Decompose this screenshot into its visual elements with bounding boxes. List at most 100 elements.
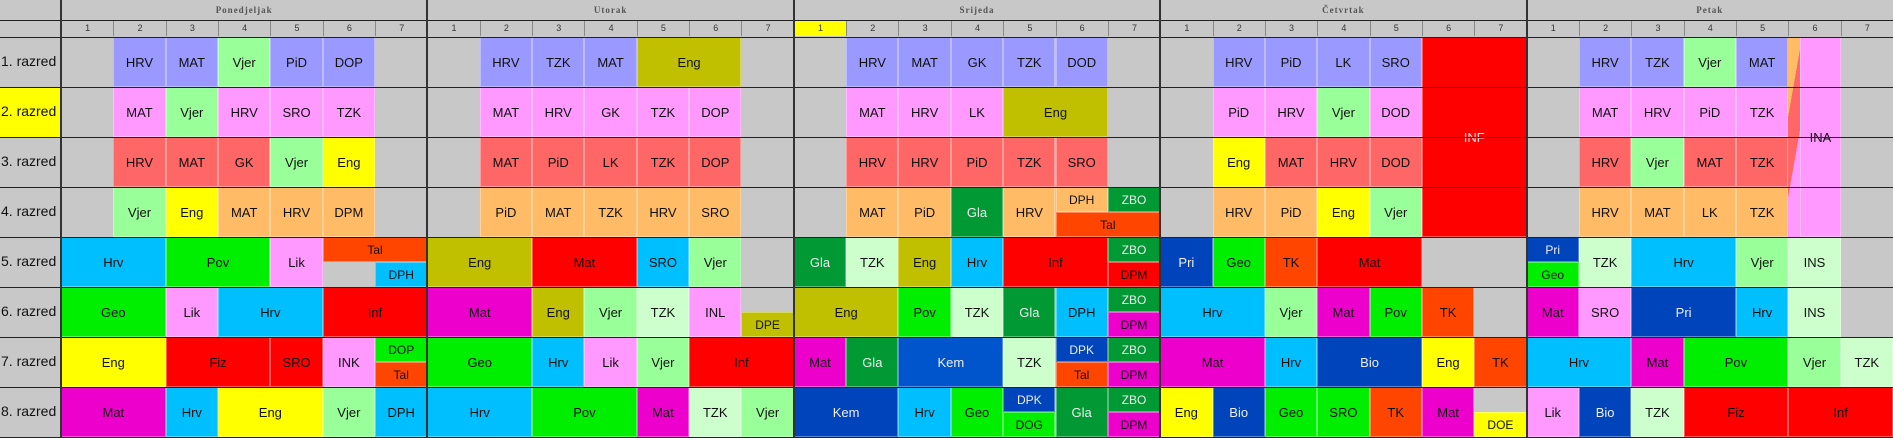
lesson-cell[interactable]: Tal bbox=[322, 237, 428, 262]
lesson-cell[interactable]: Fiz bbox=[1683, 387, 1789, 437]
lesson-cell[interactable]: TZK bbox=[846, 237, 899, 287]
lesson-cell[interactable]: TZK bbox=[1003, 137, 1056, 187]
lesson-cell[interactable]: MAT bbox=[846, 187, 899, 237]
lesson-cell[interactable]: LK bbox=[950, 87, 1004, 137]
lesson-cell[interactable]: Vjer bbox=[270, 137, 323, 187]
lesson-cell[interactable]: INS bbox=[1788, 287, 1841, 337]
lesson-cell[interactable]: HRV bbox=[1317, 137, 1370, 187]
lesson-cell[interactable]: SRO bbox=[1055, 137, 1108, 187]
lesson-cell[interactable]: MAT bbox=[532, 187, 585, 237]
lesson-cell[interactable]: TZK bbox=[1003, 337, 1056, 387]
lesson-cell[interactable]: TK bbox=[1474, 337, 1527, 387]
lesson-cell[interactable]: MAT bbox=[898, 37, 951, 87]
lesson-cell[interactable]: SRO bbox=[270, 337, 323, 387]
lesson-cell[interactable]: Eng bbox=[1003, 87, 1108, 137]
lesson-cell[interactable]: HRV bbox=[1264, 87, 1318, 137]
lesson-cell[interactable]: DPM bbox=[1107, 362, 1161, 387]
lesson-cell[interactable]: TZK bbox=[1735, 137, 1789, 187]
lesson-cell[interactable]: Vjer bbox=[218, 37, 271, 87]
lesson-cell[interactable]: SRO bbox=[1369, 37, 1422, 87]
lesson-cell[interactable]: DOD bbox=[1055, 37, 1108, 87]
lesson-cell[interactable]: DOP bbox=[689, 87, 742, 137]
lesson-cell[interactable]: HRV bbox=[479, 37, 533, 87]
lesson-cell[interactable]: TZK bbox=[1578, 237, 1632, 287]
lesson-cell[interactable]: Eng bbox=[322, 137, 376, 187]
lesson-cell[interactable]: GK bbox=[584, 87, 637, 137]
lesson-cell[interactable]: DPM bbox=[322, 187, 376, 237]
lesson-cell[interactable]: TK bbox=[1421, 287, 1475, 337]
lesson-cell[interactable]: MAT bbox=[1264, 137, 1318, 187]
lesson-cell[interactable]: GK bbox=[218, 137, 271, 187]
lesson-cell[interactable]: TZK bbox=[636, 287, 690, 337]
lesson-cell[interactable]: TZK bbox=[584, 187, 637, 237]
lesson-cell[interactable]: Inf bbox=[689, 337, 794, 387]
lesson-cell[interactable]: MAT bbox=[218, 187, 271, 237]
lesson-cell[interactable]: HRV bbox=[270, 187, 323, 237]
lesson-cell[interactable]: Geo bbox=[1212, 237, 1265, 287]
lesson-cell[interactable]: Geo bbox=[61, 287, 166, 337]
lesson-cell[interactable]: Eng bbox=[61, 337, 166, 387]
lesson-cell[interactable]: Pri bbox=[1526, 237, 1579, 262]
lesson-cell[interactable]: Eng bbox=[1421, 337, 1475, 387]
lesson-cell[interactable]: Hrv bbox=[61, 237, 166, 287]
lesson-cell[interactable]: SRO bbox=[270, 87, 323, 137]
lesson-cell[interactable]: PiD bbox=[1212, 87, 1265, 137]
lesson-cell[interactable]: Kem bbox=[793, 387, 899, 437]
lesson-cell[interactable]: HRV bbox=[218, 87, 271, 137]
lesson-cell[interactable]: Pri bbox=[1160, 237, 1213, 287]
lesson-cell[interactable]: Tal bbox=[1055, 362, 1108, 387]
lesson-cell[interactable]: Eng bbox=[1317, 187, 1370, 237]
lesson-cell[interactable]: HRV bbox=[1578, 137, 1632, 187]
lesson-cell[interactable]: Mat bbox=[532, 237, 637, 287]
lesson-cell[interactable]: Hrv bbox=[1735, 287, 1789, 337]
lesson-cell[interactable]: HRV bbox=[113, 37, 166, 87]
lesson-cell[interactable]: Hrv bbox=[950, 237, 1004, 287]
lesson-cell[interactable]: Mat bbox=[1631, 337, 1684, 387]
lesson-cell[interactable]: SRO bbox=[689, 187, 742, 237]
lesson-cell[interactable]: Mat bbox=[1317, 287, 1370, 337]
lesson-cell[interactable]: MAT bbox=[584, 37, 637, 87]
lesson-cell[interactable]: Eng bbox=[532, 287, 585, 337]
lesson-cell[interactable]: DPM bbox=[1107, 312, 1161, 337]
lesson-cell[interactable]: Mat bbox=[61, 387, 166, 437]
lesson-cell[interactable]: TK bbox=[1264, 237, 1318, 287]
lesson-cell[interactable]: Bio bbox=[1317, 337, 1422, 387]
lesson-cell[interactable]: Vjer bbox=[165, 87, 218, 137]
lesson-cell[interactable]: Vjer bbox=[1369, 187, 1422, 237]
lesson-cell[interactable]: PiD bbox=[1264, 187, 1318, 237]
lesson-cell[interactable]: TZK bbox=[636, 87, 690, 137]
lesson-cell[interactable]: DOP bbox=[322, 37, 376, 87]
lesson-cell[interactable]: Vjer bbox=[1317, 87, 1370, 137]
lesson-cell[interactable]: HRV bbox=[636, 187, 690, 237]
lesson-cell[interactable]: HRV bbox=[898, 87, 951, 137]
lesson-cell[interactable]: Mat bbox=[1526, 287, 1579, 337]
lesson-cell[interactable]: ZBO bbox=[1107, 237, 1161, 262]
lesson-cell[interactable]: Vjer bbox=[322, 387, 376, 437]
lesson-cell[interactable]: Vjer bbox=[113, 187, 166, 237]
lesson-cell[interactable]: Eng bbox=[793, 287, 899, 337]
lesson-cell[interactable]: Vjer bbox=[689, 237, 742, 287]
lesson-cell[interactable]: HRV bbox=[846, 137, 899, 187]
lesson-cell[interactable]: SRO bbox=[1317, 387, 1370, 437]
lesson-cell[interactable]: Gla bbox=[1003, 287, 1056, 337]
lesson-cell[interactable]: MAT bbox=[165, 137, 218, 187]
lesson-cell[interactable]: Eng bbox=[218, 387, 323, 437]
lesson-cell[interactable]: INS bbox=[1788, 237, 1841, 287]
lesson-cell[interactable]: Hrv bbox=[532, 337, 585, 387]
lesson-cell[interactable]: HRV bbox=[1212, 37, 1265, 87]
lesson-cell[interactable]: Mat bbox=[793, 337, 847, 387]
lesson-cell[interactable]: MAT bbox=[1631, 187, 1684, 237]
lesson-cell[interactable]: PiD bbox=[1264, 37, 1318, 87]
lesson-cell[interactable]: LK bbox=[1683, 187, 1736, 237]
lesson-cell[interactable]: DOD bbox=[1369, 137, 1422, 187]
lesson-cell[interactable]: SRO bbox=[1578, 287, 1632, 337]
lesson-cell[interactable]: LK bbox=[584, 137, 637, 187]
lesson-cell[interactable]: Inf bbox=[1788, 387, 1893, 437]
lesson-cell[interactable]: DPH bbox=[375, 387, 428, 437]
lesson-cell[interactable]: HRV bbox=[898, 137, 951, 187]
lesson-cell[interactable]: Geo bbox=[1526, 262, 1579, 287]
lesson-cell[interactable]: MAT bbox=[1578, 87, 1632, 137]
lesson-cell[interactable]: TK bbox=[1369, 387, 1422, 437]
lesson-cell[interactable]: TZK bbox=[1735, 87, 1789, 137]
lesson-cell[interactable]: PiD bbox=[950, 137, 1004, 187]
